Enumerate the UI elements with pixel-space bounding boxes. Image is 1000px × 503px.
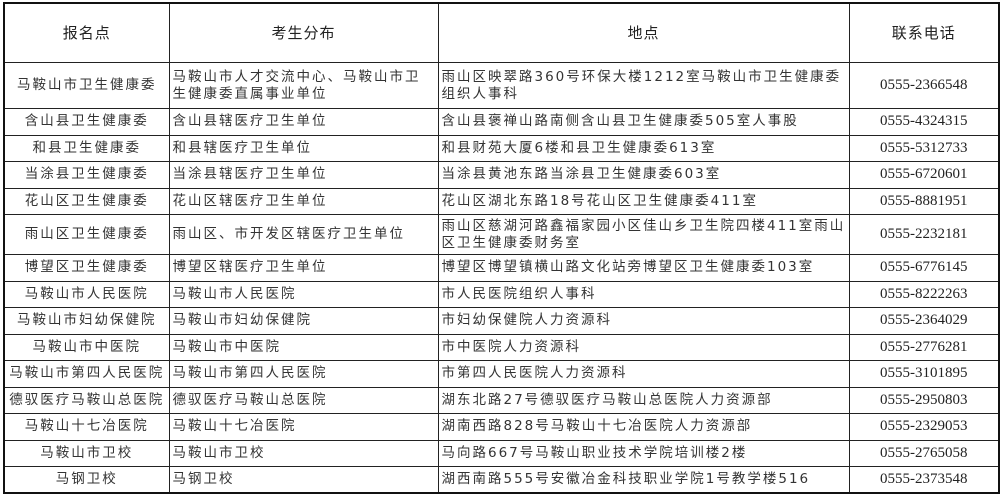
table-row: 马鞍山十七冶医院 马鞍山十七冶医院 湖南西路828号马鞍山十七冶医院人力资源部 055… (3, 413, 1000, 441)
cell-applicants: 和县辖医疗卫生单位 (168, 134, 439, 162)
cell-site: 马鞍山市中医院 (3, 333, 170, 361)
header-address: 地点 (437, 2, 850, 63)
cell-site: 马鞍山市卫生健康委 (3, 62, 170, 109)
cell-address: 马向路667号马鞍山职业技术学院培训楼2楼 (437, 439, 850, 467)
cell-address: 雨山区慈湖河路鑫福家园小区佳山乡卫生院四楼411室雨山区卫生健康委财务室 (437, 214, 850, 255)
cell-site: 马钢卫校 (3, 466, 170, 494)
cell-phone: 0555-2373548 (848, 466, 1000, 494)
cell-applicants: 马鞍山市第四人民医院 (168, 360, 439, 388)
cell-applicants: 马钢卫校 (168, 466, 439, 494)
cell-address: 市妇幼保健院人力资源科 (437, 307, 850, 335)
cell-phone: 0555-2776281 (848, 333, 1000, 361)
cell-applicants: 含山县辖医疗卫生单位 (168, 108, 439, 136)
cell-address: 湖东北路27号德驭医疗马鞍山总医院人力资源部 (437, 386, 850, 414)
cell-site: 马鞍山市人民医院 (3, 280, 170, 308)
table-row: 雨山区卫生健康委 雨山区、市开发区辖医疗卫生单位 雨山区慈湖河路鑫福家园小区佳山乡卫… (3, 214, 1000, 255)
cell-applicants: 马鞍山市中医院 (168, 333, 439, 361)
cell-address: 雨山区映翠路360号环保大楼1212室马鞍山市卫生健康委组织人事科 (437, 62, 850, 109)
cell-address: 花山区湖北东路18号花山区卫生健康委411室 (437, 187, 850, 215)
cell-site: 马鞍山十七冶医院 (3, 413, 170, 441)
table-row: 博望区卫生健康委 博望区辖医疗卫生单位 博望区博望镇横山路文化站旁博望区卫生健康委1… (3, 254, 1000, 282)
cell-phone: 0555-4324315 (848, 108, 1000, 136)
table-row: 马鞍山市卫生健康委 马鞍山市人才交流中心、马鞍山市卫生健康委直属事业单位 雨山区映翠… (3, 62, 1000, 109)
cell-site: 当涂县卫生健康委 (3, 161, 170, 189)
cell-applicants: 马鞍山市人民医院 (168, 280, 439, 308)
cell-phone: 0555-6720601 (848, 161, 1000, 189)
cell-phone: 0555-8881951 (848, 187, 1000, 215)
cell-phone: 0555-3101895 (848, 360, 1000, 388)
table-row: 马鞍山市人民医院 马鞍山市人民医院 市人民医院组织人事科 0555-8222263 (3, 280, 1000, 308)
cell-address: 市中医院人力资源科 (437, 333, 850, 361)
cell-applicants: 花山区辖医疗卫生单位 (168, 187, 439, 215)
cell-address: 含山县褒禅山路南侧含山县卫生健康委505室人事股 (437, 108, 850, 136)
table-row: 和县卫生健康委 和县辖医疗卫生单位 和县财苑大厦6楼和县卫生健康委613室 0555-… (3, 134, 1000, 162)
cell-applicants: 马鞍山市妇幼保健院 (168, 307, 439, 335)
cell-phone: 0555-2232181 (848, 214, 1000, 255)
cell-site: 花山区卫生健康委 (3, 187, 170, 215)
cell-phone: 0555-6776145 (848, 254, 1000, 282)
cell-phone: 0555-2765058 (848, 439, 1000, 467)
header-phone: 联系电话 (848, 2, 1000, 63)
cell-site: 和县卫生健康委 (3, 134, 170, 162)
cell-phone: 0555-8222263 (848, 280, 1000, 308)
cell-address: 湖西南路555号安徽冶金科技职业学院1号教学楼516 (437, 466, 850, 494)
cell-phone: 0555-2364029 (848, 307, 1000, 335)
cell-site: 博望区卫生健康委 (3, 254, 170, 282)
cell-site: 马鞍山市妇幼保健院 (3, 307, 170, 335)
table-row: 德驭医疗马鞍山总医院 德驭医疗马鞍山总医院 湖东北路27号德驭医疗马鞍山总医院人力资… (3, 386, 1000, 414)
cell-address: 湖南西路828号马鞍山十七冶医院人力资源部 (437, 413, 850, 441)
cell-site: 马鞍山市卫校 (3, 439, 170, 467)
cell-site: 马鞍山市第四人民医院 (3, 360, 170, 388)
cell-address: 博望区博望镇横山路文化站旁博望区卫生健康委103室 (437, 254, 850, 282)
cell-applicants: 德驭医疗马鞍山总医院 (168, 386, 439, 414)
header-applicants: 考生分布 (168, 2, 439, 63)
table-row: 马鞍山市卫校 马鞍山市卫校 马向路667号马鞍山职业技术学院培训楼2楼 0555-27… (3, 439, 1000, 467)
cell-phone: 0555-2950803 (848, 386, 1000, 414)
cell-applicants: 雨山区、市开发区辖医疗卫生单位 (168, 214, 439, 255)
registration-sites-table: 报名点 考生分布 地点 联系电话 马鞍山市卫生健康委 马鞍山市人才交流中心、马鞍山… (3, 2, 1000, 494)
cell-site: 德驭医疗马鞍山总医院 (3, 386, 170, 414)
header-site: 报名点 (3, 2, 170, 63)
table-row: 马钢卫校 马钢卫校 湖西南路555号安徽冶金科技职业学院1号教学楼516 0555-2… (3, 466, 1000, 494)
table-row: 花山区卫生健康委 花山区辖医疗卫生单位 花山区湖北东路18号花山区卫生健康委411室… (3, 187, 1000, 215)
table-row: 马鞍山市第四人民医院 马鞍山市第四人民医院 市第四人民医院人力资源科 0555-310… (3, 360, 1000, 388)
cell-address: 市第四人民医院人力资源科 (437, 360, 850, 388)
table-row: 当涂县卫生健康委 当涂县辖医疗卫生单位 当涂县黄池东路当涂县卫生健康委603室 055… (3, 161, 1000, 189)
cell-applicants: 当涂县辖医疗卫生单位 (168, 161, 439, 189)
cell-site: 雨山区卫生健康委 (3, 214, 170, 255)
cell-site: 含山县卫生健康委 (3, 108, 170, 136)
cell-applicants: 马鞍山市人才交流中心、马鞍山市卫生健康委直属事业单位 (168, 62, 439, 109)
cell-applicants: 马鞍山十七冶医院 (168, 413, 439, 441)
cell-address: 市人民医院组织人事科 (437, 280, 850, 308)
table-row: 马鞍山市妇幼保健院 马鞍山市妇幼保健院 市妇幼保健院人力资源科 0555-236402… (3, 307, 1000, 335)
cell-phone: 0555-5312733 (848, 134, 1000, 162)
cell-address: 和县财苑大厦6楼和县卫生健康委613室 (437, 134, 850, 162)
table-row: 含山县卫生健康委 含山县辖医疗卫生单位 含山县褒禅山路南侧含山县卫生健康委505室人… (3, 108, 1000, 136)
header-row: 报名点 考生分布 地点 联系电话 (3, 2, 1000, 63)
cell-applicants: 马鞍山市卫校 (168, 439, 439, 467)
cell-phone: 0555-2366548 (848, 62, 1000, 109)
cell-address: 当涂县黄池东路当涂县卫生健康委603室 (437, 161, 850, 189)
cell-applicants: 博望区辖医疗卫生单位 (168, 254, 439, 282)
table-row: 马鞍山市中医院 马鞍山市中医院 市中医院人力资源科 0555-2776281 (3, 333, 1000, 361)
cell-phone: 0555-2329053 (848, 413, 1000, 441)
